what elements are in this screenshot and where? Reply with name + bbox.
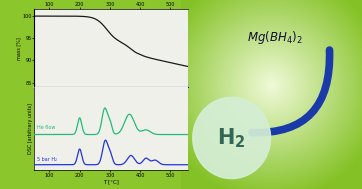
Circle shape [193,97,271,179]
Text: He flow: He flow [37,125,55,129]
X-axis label: T [°C]: T [°C] [104,179,119,184]
Y-axis label: DSC [arbitrary units]: DSC [arbitrary units] [28,103,33,154]
Text: $\mathbf{H_2}$: $\mathbf{H_2}$ [218,126,246,150]
FancyArrowPatch shape [252,50,330,133]
Text: $\mathit{Mg(BH_4)_2}$: $\mathit{Mg(BH_4)_2}$ [247,29,303,46]
Y-axis label: mass [%]: mass [%] [16,37,21,60]
Text: 5 bar H₂: 5 bar H₂ [37,157,57,162]
